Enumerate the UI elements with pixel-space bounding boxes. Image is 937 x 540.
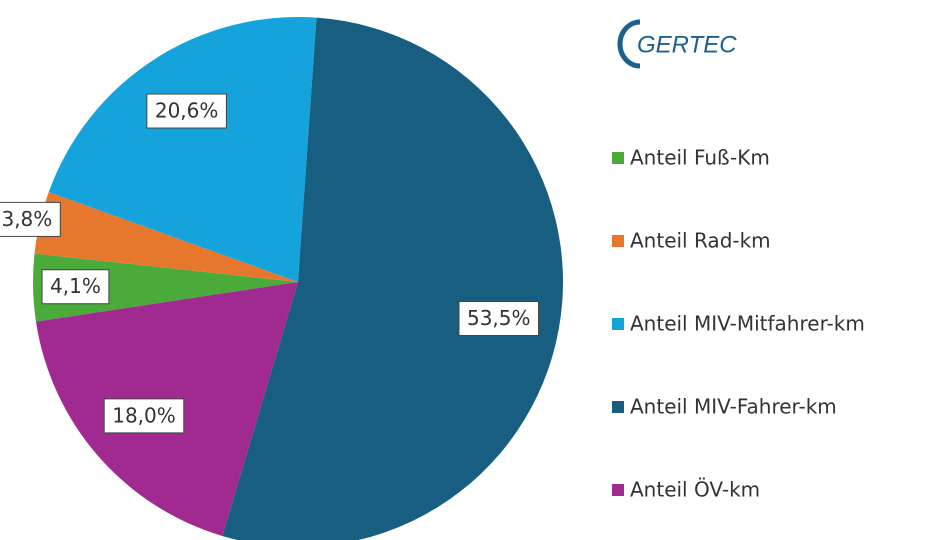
data-label-text: 3,8% xyxy=(1,207,52,231)
legend-swatch xyxy=(612,152,624,164)
data-label-box xyxy=(146,93,227,129)
pie xyxy=(33,16,563,540)
data-label-text: 4,1% xyxy=(50,274,101,298)
logo-text: GERTEC xyxy=(637,31,737,58)
data-labels: 4,1% 3,8% 20,6% 53,5% 18,0% xyxy=(0,93,540,434)
legend-label: Anteil ÖV-km xyxy=(630,478,760,502)
data-label: 4,1% xyxy=(41,269,110,305)
legend-swatch xyxy=(612,401,624,413)
legend-label: Anteil Rad-km xyxy=(630,229,771,253)
data-label-box xyxy=(458,300,540,336)
data-label: 20,6% xyxy=(146,93,227,129)
data-label-box xyxy=(0,201,61,237)
data-label-text: 53,5% xyxy=(467,306,531,330)
data-label: 3,8% xyxy=(0,201,61,237)
data-label-box xyxy=(103,398,185,434)
logo: GERTEC xyxy=(617,19,737,69)
data-label-box xyxy=(41,269,110,305)
legend-label: Anteil MIV-Mitfahrer-km xyxy=(630,312,865,336)
legend-swatch xyxy=(612,235,624,247)
pie-slice xyxy=(222,17,563,540)
pie-slice xyxy=(48,16,317,282)
legend-label: Anteil MIV-Fahrer-km xyxy=(630,395,837,419)
logo-arc xyxy=(617,19,641,69)
data-label: 53,5% xyxy=(458,300,540,336)
legend-swatch xyxy=(612,318,624,330)
pie-slice xyxy=(34,192,298,282)
legend-label: Anteil Fuß-Km xyxy=(630,146,770,170)
legend: Anteil Fuß-Km Anteil Rad-km Anteil MIV-Mit… xyxy=(612,146,865,502)
data-label: 18,0% xyxy=(103,398,185,434)
data-label-text: 18,0% xyxy=(112,403,176,427)
data-label-text: 20,6% xyxy=(155,99,219,123)
legend-swatch xyxy=(612,484,624,496)
